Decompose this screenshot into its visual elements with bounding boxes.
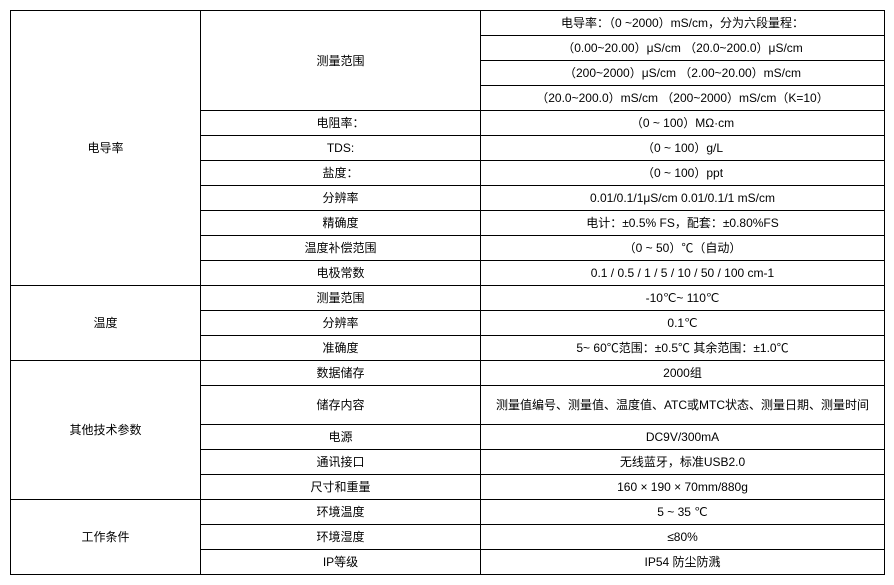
param-cell: 数据储存: [201, 361, 481, 386]
category-cell: 工作条件: [11, 500, 201, 575]
param-cell: 电阻率：: [201, 111, 481, 136]
param-cell: 环境湿度: [201, 525, 481, 550]
value-cell: 无线蓝牙，标准USB2.0: [481, 450, 885, 475]
param-cell: 分辨率: [201, 186, 481, 211]
param-cell: 尺寸和重量: [201, 475, 481, 500]
param-cell: 精确度: [201, 211, 481, 236]
value-cell: （0 ~ 100）MΩ·cm: [481, 111, 885, 136]
table-row: 工作条件环境温度5 ~ 35 ℃: [11, 500, 885, 525]
param-cell: 通讯接口: [201, 450, 481, 475]
category-cell: 电导率: [11, 11, 201, 286]
value-cell: 0.01/0.1/1μS/cm 0.01/0.1/1 mS/cm: [481, 186, 885, 211]
value-cell: （200~2000）μS/cm （2.00~20.00）mS/cm: [481, 61, 885, 86]
param-cell: 环境温度: [201, 500, 481, 525]
spec-table: 电导率测量范围电导率：（0 ~2000）mS/cm，分为六段量程：（0.00~2…: [10, 10, 885, 575]
category-cell: 其他技术参数: [11, 361, 201, 500]
value-cell: （20.0~200.0）mS/cm （200~2000）mS/cm（K=10）: [481, 86, 885, 111]
value-cell: DC9V/300mA: [481, 425, 885, 450]
value-cell: （0 ~ 100）g/L: [481, 136, 885, 161]
value-cell: 电计：±0.5% FS，配套：±0.80%FS: [481, 211, 885, 236]
value-cell: （0.00~20.00）μS/cm （20.0~200.0）μS/cm: [481, 36, 885, 61]
value-cell: IP54 防尘防溅: [481, 550, 885, 575]
param-cell: 温度补偿范围: [201, 236, 481, 261]
value-cell: 5 ~ 35 ℃: [481, 500, 885, 525]
param-cell: IP等级: [201, 550, 481, 575]
value-cell: （0 ~ 50）℃（自动）: [481, 236, 885, 261]
table-row: 电导率测量范围电导率：（0 ~2000）mS/cm，分为六段量程：: [11, 11, 885, 36]
param-cell: 测量范围: [201, 11, 481, 111]
value-cell: 2000组: [481, 361, 885, 386]
param-cell: 电极常数: [201, 261, 481, 286]
value-cell: 0.1℃: [481, 311, 885, 336]
value-cell: 5~ 60℃范围：±0.5℃ 其余范围：±1.0℃: [481, 336, 885, 361]
param-cell: 分辨率: [201, 311, 481, 336]
category-cell: 温度: [11, 286, 201, 361]
value-cell: 电导率：（0 ~2000）mS/cm，分为六段量程：: [481, 11, 885, 36]
param-cell: 储存内容: [201, 386, 481, 425]
param-cell: 准确度: [201, 336, 481, 361]
table-row: 其他技术参数数据储存2000组: [11, 361, 885, 386]
param-cell: 电源: [201, 425, 481, 450]
value-cell: ≤80%: [481, 525, 885, 550]
table-row: 温度测量范围-10℃~ 110℃: [11, 286, 885, 311]
value-cell: （0 ~ 100）ppt: [481, 161, 885, 186]
param-cell: 盐度：: [201, 161, 481, 186]
value-cell: 0.1 / 0.5 / 1 / 5 / 10 / 50 / 100 cm-1: [481, 261, 885, 286]
param-cell: TDS:: [201, 136, 481, 161]
value-cell: 160 × 190 × 70mm/880g: [481, 475, 885, 500]
param-cell: 测量范围: [201, 286, 481, 311]
value-cell: 测量值编号、测量值、温度值、ATC或MTC状态、测量日期、测量时间: [481, 386, 885, 425]
table-body: 电导率测量范围电导率：（0 ~2000）mS/cm，分为六段量程：（0.00~2…: [11, 11, 885, 575]
value-cell: -10℃~ 110℃: [481, 286, 885, 311]
